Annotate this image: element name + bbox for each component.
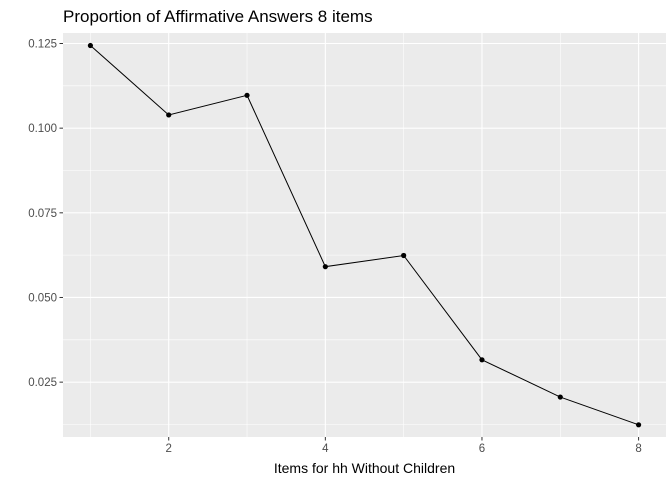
y-axis: 0.025 0.050 0.075 0.100 0.125 <box>28 38 63 389</box>
x-tick-label: 4 <box>322 443 329 455</box>
series-layer <box>87 42 642 428</box>
major-gridlines <box>63 33 666 437</box>
x-tick-label: 2 <box>166 443 172 455</box>
y-tick-label: 0.050 <box>28 292 57 304</box>
data-point <box>635 422 642 428</box>
y-tick-label: 0.025 <box>28 377 57 389</box>
data-point <box>479 357 485 363</box>
data-point <box>166 112 172 118</box>
data-point <box>557 394 563 400</box>
y-tick-label: 0.125 <box>28 38 57 50</box>
x-tick-label: 8 <box>635 443 641 455</box>
y-tick-label: 0.100 <box>28 123 57 135</box>
plot-panel <box>63 33 666 437</box>
y-tick-label: 0.075 <box>28 208 57 220</box>
x-tick-label: 6 <box>479 443 485 455</box>
x-axis-label: Items for hh Without Children <box>274 460 455 476</box>
x-axis: 2 4 6 8 <box>166 437 642 455</box>
minor-gridlines <box>63 33 666 437</box>
chart-title: Proportion of Affirmative Answers 8 item… <box>63 7 373 26</box>
data-point <box>401 252 407 259</box>
data-point <box>322 264 328 270</box>
series-line <box>90 45 639 426</box>
data-point <box>87 42 94 49</box>
data-point <box>244 92 250 98</box>
